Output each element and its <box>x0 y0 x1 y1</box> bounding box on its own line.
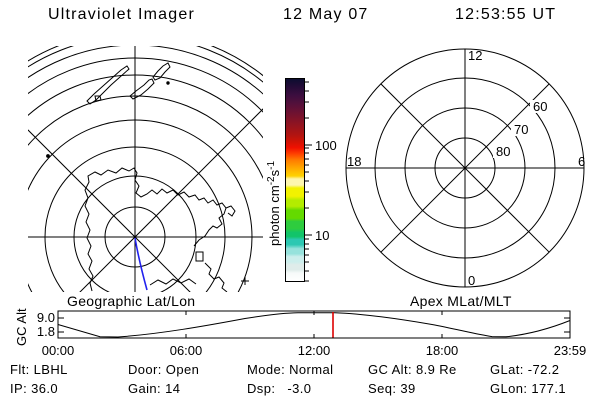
timeline-xtick-1200: 12:00 <box>298 343 331 358</box>
label-clear <box>530 100 549 113</box>
colorbar-tick-label-10: 10 <box>315 228 329 243</box>
left-plot-caption: Geographic Lat/Lon <box>67 293 196 309</box>
coastline-island-blob <box>195 251 204 262</box>
timeline-axes <box>57 310 571 339</box>
unit-base: photon cm <box>267 185 282 246</box>
timeline-xtick-1800: 18:00 <box>426 343 459 358</box>
page-title: Ultraviolet Imager <box>48 6 195 23</box>
unit-superscript: -1 <box>266 161 277 170</box>
colorbar-ticks <box>305 81 312 282</box>
island-dot <box>166 81 170 85</box>
mlat-ring-label-60: 60 <box>533 99 547 114</box>
status-mode: Mode: Normal <box>247 362 334 377</box>
new-zealand-south-island <box>129 78 155 100</box>
header-date: 12 May 07 <box>283 6 369 23</box>
status-seq: Seq: 39 <box>368 381 416 396</box>
tasmania-blob <box>94 95 102 102</box>
mlat-ring-label-80: 80 <box>496 144 510 159</box>
right-plot-caption: Apex MLat/MLT <box>410 293 512 309</box>
timeline-ytick-90: 9.0 <box>37 310 55 325</box>
geographic-map <box>28 46 263 292</box>
status-gain: Gain: 14 <box>128 381 181 396</box>
mlt-label-18: 18 <box>347 154 361 169</box>
australia-coast <box>86 65 130 105</box>
coastline-lower-right <box>204 262 228 292</box>
mlt-label-0: 0 <box>468 273 475 288</box>
antarctica-coastline <box>84 167 227 292</box>
status-ip: IP: 36.0 <box>10 381 59 396</box>
colorbar-gradient <box>285 78 305 282</box>
timeline-xtick-2359: 23:59 <box>554 343 587 358</box>
status-door: Door: Open <box>128 362 200 377</box>
new-zealand-north-island <box>152 62 171 81</box>
colorbar-tick-label-100: 100 <box>315 138 337 153</box>
label-clear <box>493 145 512 158</box>
status-gcalt: GC Alt: 8.9 Re <box>368 362 457 377</box>
cross-marker <box>241 277 249 285</box>
unit-base: s <box>267 169 282 176</box>
timeline-ytick-18: 1.8 <box>37 324 55 339</box>
ground-track <box>134 237 148 291</box>
apex-polar-grid <box>345 48 585 288</box>
peninsula-hook <box>225 205 236 217</box>
status-glat: GLat: -72.2 <box>490 362 560 377</box>
mlat-ring-label-70: 70 <box>514 122 528 137</box>
timeline-xtick-0600: 06:00 <box>170 343 203 358</box>
label-clear <box>511 123 530 136</box>
unit-superscript: -2 <box>266 176 277 185</box>
colorbar-unit-label: photon cm-2s-1 <box>266 161 282 246</box>
coastline-bottom <box>149 278 197 286</box>
status-flt: Flt: LBHL <box>10 362 68 377</box>
mlt-label-6: 6 <box>578 154 585 169</box>
gc-alt-curve <box>57 312 571 338</box>
mlt-label-12: 12 <box>468 48 482 63</box>
island-dot <box>46 154 50 158</box>
timeline-xtick-0000: 00:00 <box>42 343 75 358</box>
timeline-ylabel: GC Alt <box>14 308 29 346</box>
status-dsp: Dsp: -3.0 <box>247 381 312 396</box>
status-glon: GLon: 177.1 <box>490 381 566 396</box>
header-time: 12:53:55 UT <box>455 6 557 23</box>
